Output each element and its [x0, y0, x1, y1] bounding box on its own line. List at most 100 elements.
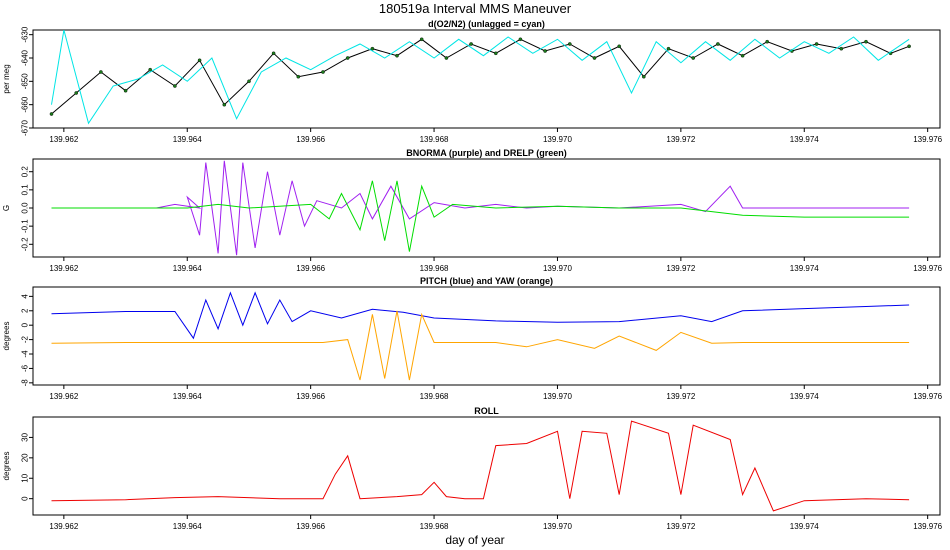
y-tick-label: 0 — [21, 496, 30, 501]
y-tick-label: -0.2 — [21, 237, 30, 251]
x-tick-label: 139.970 — [543, 264, 572, 273]
y-tick-label: 2 — [21, 308, 30, 313]
series-line-bnorma — [51, 160, 910, 256]
y-tick-label: -650 — [21, 73, 30, 90]
data-point — [765, 39, 770, 44]
x-tick-label: 139.962 — [49, 392, 78, 401]
x-tick-label: 139.974 — [790, 392, 819, 401]
panel-1: d(O2/N2) (unlagged = cyan) per meg 139.962… — [2, 19, 943, 144]
x-tick-label: 139.962 — [49, 135, 78, 144]
x-tick-label: 139.974 — [790, 135, 819, 144]
y-tick-label: -660 — [21, 96, 30, 113]
x-tick-label: 139.976 — [913, 522, 942, 531]
x-tick-label: 139.964 — [173, 522, 202, 531]
data-point — [321, 70, 325, 74]
series-line-yaw — [51, 310, 910, 381]
x-tick-label: 139.970 — [543, 522, 572, 531]
data-point — [49, 112, 54, 116]
y-tick-label: 0.1 — [21, 184, 30, 196]
x-tick-label: 139.962 — [49, 264, 78, 273]
series-line-pitch — [51, 291, 910, 340]
x-tick-label: 139.972 — [666, 392, 695, 401]
data-point — [271, 51, 276, 56]
x-tick-label: 139.966 — [296, 264, 325, 273]
data-point — [123, 88, 128, 93]
x-tick-label: 139.964 — [173, 135, 202, 144]
data-point — [864, 39, 868, 44]
plot-frame — [32, 416, 941, 516]
y-tick-label: 0.2 — [21, 166, 30, 178]
x-tick-label: 139.972 — [666, 522, 695, 531]
x-tick-label: 139.966 — [296, 522, 325, 531]
panel-2: BNORMA (purple) and DRELP (green) G 139.96… — [2, 148, 943, 273]
x-tick-label: 139.970 — [543, 392, 572, 401]
data-point — [592, 56, 597, 60]
x-tick-label: 139.968 — [420, 135, 449, 144]
x-tick-label: 139.972 — [666, 264, 695, 273]
panel-3: PITCH (blue) and YAW (orange) degrees 139.… — [2, 276, 943, 401]
y-tick-label: -670 — [21, 119, 30, 136]
y-tick-label: -630 — [21, 26, 30, 43]
data-point — [222, 102, 227, 107]
data-point — [617, 44, 622, 49]
data-point — [395, 53, 399, 58]
panel-title: d(O2/N2) (unlagged = cyan) — [428, 19, 545, 29]
data-point — [568, 42, 572, 46]
y-axis-label: degrees — [2, 452, 11, 481]
x-tick-label: 139.962 — [49, 522, 78, 531]
panel-title: BNORMA (purple) and DRELP (green) — [406, 148, 567, 158]
y-tick-label: 20 — [21, 453, 30, 462]
x-axis-label: day of year — [445, 533, 504, 547]
data-point — [197, 58, 202, 63]
x-tick-label: 139.964 — [173, 264, 202, 273]
x-tick-label: 139.974 — [790, 264, 819, 273]
x-tick-label: 139.976 — [913, 392, 942, 401]
x-tick-label: 139.976 — [913, 135, 942, 144]
x-tick-label: 139.976 — [913, 264, 942, 273]
y-tick-label: 0.0 — [21, 202, 30, 214]
data-point — [296, 74, 301, 79]
y-axis-label: G — [2, 205, 11, 211]
x-tick-label: 139.968 — [420, 392, 449, 401]
y-tick-label: 10 — [21, 473, 30, 482]
data-point — [345, 56, 350, 60]
x-tick-label: 139.974 — [790, 522, 819, 531]
series-line-roll — [51, 420, 910, 512]
data-point — [839, 46, 844, 51]
series-line-unlagged — [51, 30, 910, 125]
main-title: 180519a Interval MMS Maneuver — [379, 1, 572, 16]
data-point — [814, 42, 819, 46]
data-point — [148, 67, 152, 72]
data-point — [642, 74, 646, 79]
y-tick-label: -6 — [21, 364, 30, 372]
x-tick-label: 139.970 — [543, 135, 572, 144]
data-point — [99, 70, 103, 74]
y-tick-label: -640 — [21, 49, 30, 66]
panel-title: ROLL — [474, 406, 499, 416]
y-tick-label: 0 — [21, 322, 30, 327]
y-tick-label: -0.1 — [21, 219, 30, 233]
y-tick-label: 4 — [21, 294, 30, 299]
data-point — [518, 37, 523, 42]
plot-frame — [32, 29, 941, 129]
series-line-raw — [51, 38, 910, 115]
data-point — [740, 53, 745, 58]
data-point — [370, 46, 375, 51]
x-tick-label: 139.972 — [666, 135, 695, 144]
y-tick-label: -4 — [21, 350, 30, 358]
x-tick-label: 139.966 — [296, 392, 325, 401]
y-axis-label: per meg — [2, 64, 11, 93]
y-tick-label: -8 — [21, 379, 30, 387]
y-tick-label: -2 — [21, 336, 30, 344]
series-line-drelp — [51, 180, 910, 252]
data-point — [716, 42, 720, 46]
data-point — [247, 79, 251, 84]
data-point — [907, 44, 911, 49]
y-tick-label: 30 — [21, 432, 30, 441]
data-point — [493, 51, 498, 56]
panel-4: ROLL degrees 139.962 139.964 139.966 139.968 1… — [2, 406, 943, 531]
plot-frame — [32, 286, 941, 386]
data-point — [543, 49, 547, 53]
x-tick-label: 139.966 — [296, 135, 325, 144]
data-point — [444, 56, 449, 60]
